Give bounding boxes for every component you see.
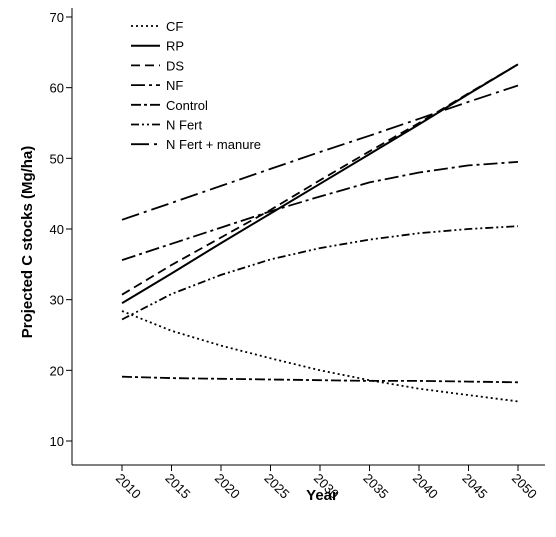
x-tick-label: 2045 <box>459 471 490 502</box>
legend-label: RP <box>166 39 184 54</box>
legend-label: CF <box>166 19 183 34</box>
series-line-control <box>121 375 519 384</box>
series-line-cf <box>121 310 519 403</box>
legend-label: N Fert + manure <box>166 137 261 152</box>
x-tick-label: 2025 <box>261 471 292 502</box>
legend-label: Control <box>166 98 208 113</box>
legend-label: NF <box>166 78 183 93</box>
x-tick-label: 2020 <box>212 471 243 502</box>
legend-label: N Fert <box>166 118 203 133</box>
y-tick-label: 60 <box>50 81 64 96</box>
y-tick-label: 30 <box>50 293 64 308</box>
y-tick-label: 70 <box>50 10 64 25</box>
legend: CF RP DS NF Control N Fert N Fert + manure <box>131 19 261 152</box>
y-tick-label: 50 <box>50 151 64 166</box>
y-axis-title: Projected C stocks (Mg/ha) <box>19 146 36 339</box>
x-tick-label: 2035 <box>360 471 391 502</box>
x-tick-label: 2050 <box>509 471 540 502</box>
series-line-nf <box>121 161 519 261</box>
series-line-n-fert-manure <box>121 84 519 221</box>
series-line-n-fert <box>121 225 519 321</box>
x-tick-label: 2010 <box>113 471 144 502</box>
y-tick-label: 40 <box>50 222 64 237</box>
x-tick-label: 2015 <box>162 471 193 502</box>
series-lines <box>121 63 519 403</box>
y-tick-label: 20 <box>50 363 64 378</box>
y-axis-ticks: 10 20 30 40 50 60 70 <box>50 10 72 449</box>
y-tick-label: 10 <box>50 434 64 449</box>
x-axis-title: Year <box>306 487 338 504</box>
legend-label: DS <box>166 58 184 73</box>
x-tick-label: 2040 <box>410 471 441 502</box>
series-line-ds <box>121 63 519 296</box>
